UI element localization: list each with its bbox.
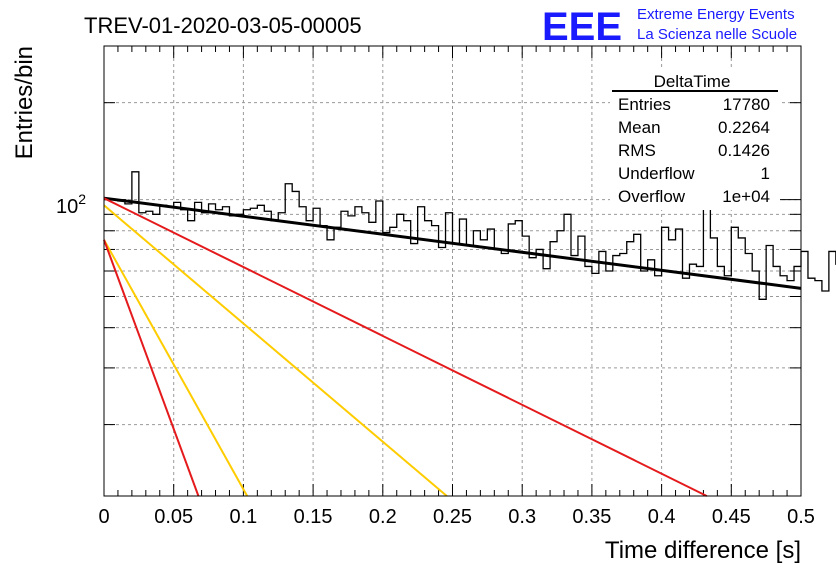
histogram [104,171,836,300]
x-axis-label: Time difference [s] [605,537,801,564]
stats-label-mean: Mean [618,118,661,137]
stats-box-bg [610,70,780,210]
stats-value-entries: 17780 [723,95,770,114]
stats-label-overflow: Overflow [618,187,686,206]
fit-curve [103,204,448,497]
fit-curve [103,239,200,497]
eee-logo: EEE Extreme Energy Events La Scienza nel… [542,5,797,49]
x-tick-label: 0.1 [229,506,257,528]
stats-value-overflow: 1e+04 [722,187,770,206]
x-tick-label: 0.3 [508,506,536,528]
logo-line-2: La Scienza nelle Scuole [637,26,797,43]
stats-label-entries: Entries [618,95,671,114]
fit-curves [103,196,802,497]
x-tick-label: 0.05 [154,506,193,528]
y-tick-exponent: 2 [78,191,86,207]
stats-box: DeltaTime Entries 17780 Mean 0.2264 RMS … [610,70,780,210]
stats-label-underflow: Underflow [618,164,695,183]
logo-letters: EEE [542,5,622,49]
y-tick-label-100: 102 [56,191,86,218]
plot-frame [103,45,802,497]
stats-value-underflow: 1 [761,164,770,183]
y-tick-base: 10 [56,196,78,218]
x-tick-label: 0.25 [433,506,472,528]
fit-curve [103,239,249,497]
x-tick-label: 0.45 [712,506,751,528]
logo-line-1: Extreme Energy Events [637,6,795,23]
x-tick-label: 0.15 [294,506,333,528]
x-tick-label: 0.2 [369,506,397,528]
stats-value-rms: 0.1426 [718,141,770,160]
x-tick-label: 0.4 [648,506,676,528]
histogram-bins [104,171,836,300]
y-axis-label: Entries/bin [11,46,38,159]
fit-curve [103,196,802,290]
fit-curve [103,197,708,497]
chart-title: TREV-01-2020-03-05-00005 [84,13,362,38]
stats-title: DeltaTime [654,72,731,91]
stats-value-mean: 0.2264 [718,118,770,137]
x-tick-labels: 0 0.05 0.1 0.15 0.2 0.25 0.3 0.35 0.4 0.45 0.5 [98,506,814,528]
x-tick-label: 0 [98,506,109,528]
x-tick-label: 0.35 [572,506,611,528]
stats-label-rms: RMS [618,141,656,160]
x-tick-label: 0.5 [787,506,815,528]
